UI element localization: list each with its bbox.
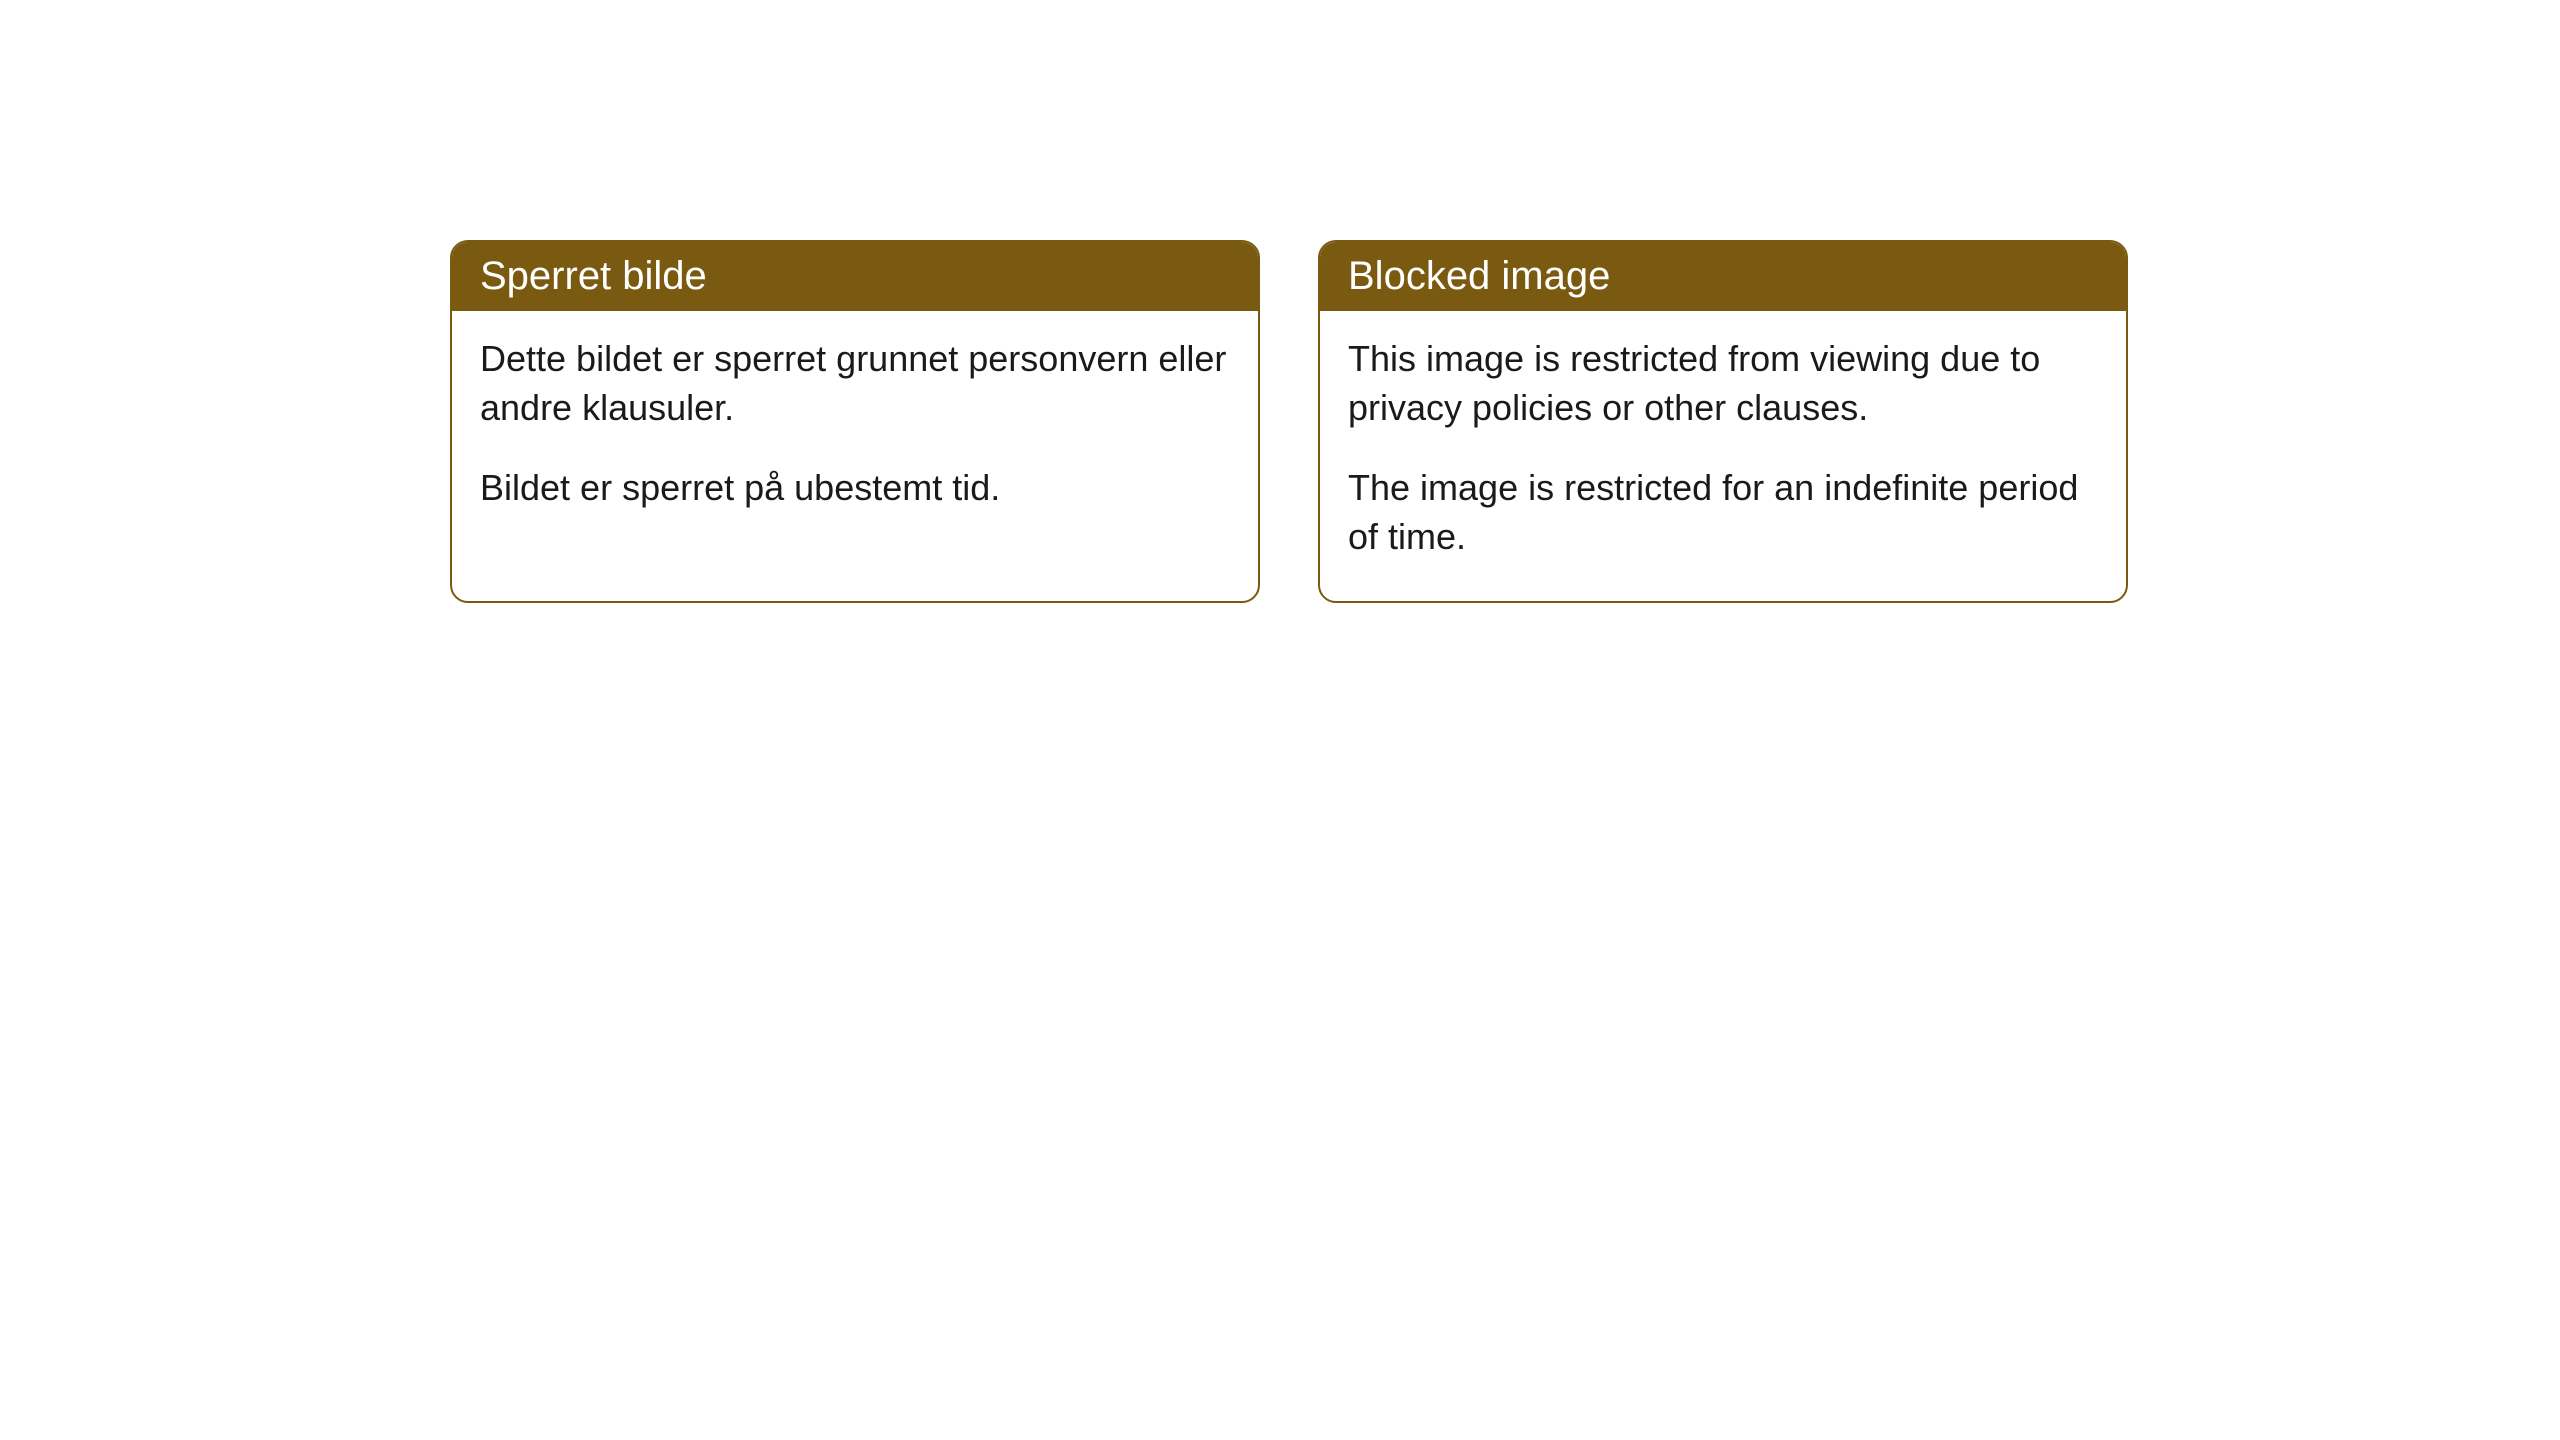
card-header-english: Blocked image xyxy=(1320,242,2126,311)
card-title-english: Blocked image xyxy=(1348,254,1610,298)
notice-card-english: Blocked image This image is restricted f… xyxy=(1318,240,2128,603)
paragraph-2-english: The image is restricted for an indefinit… xyxy=(1348,464,2098,561)
notice-container: Sperret bilde Dette bildet er sperret gr… xyxy=(0,0,2560,603)
card-body-english: This image is restricted from viewing du… xyxy=(1320,311,2126,601)
card-title-norwegian: Sperret bilde xyxy=(480,254,707,298)
card-body-norwegian: Dette bildet er sperret grunnet personve… xyxy=(452,311,1258,553)
card-header-norwegian: Sperret bilde xyxy=(452,242,1258,311)
paragraph-1-norwegian: Dette bildet er sperret grunnet personve… xyxy=(480,335,1230,432)
paragraph-1-english: This image is restricted from viewing du… xyxy=(1348,335,2098,432)
notice-card-norwegian: Sperret bilde Dette bildet er sperret gr… xyxy=(450,240,1260,603)
paragraph-2-norwegian: Bildet er sperret på ubestemt tid. xyxy=(480,464,1230,513)
